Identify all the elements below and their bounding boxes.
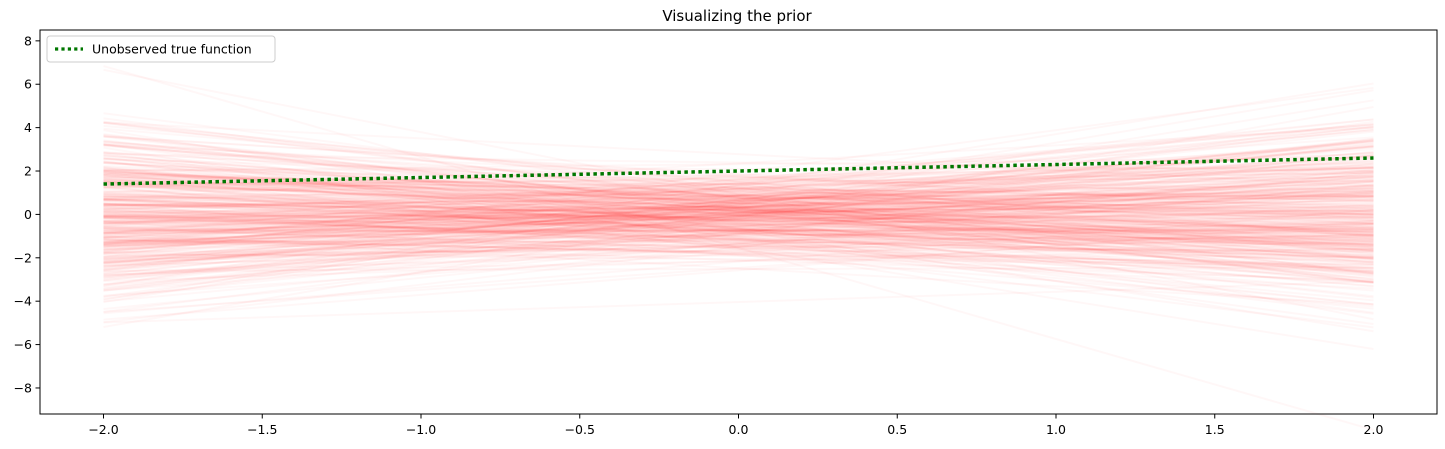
y-tick-label: 2 [24,164,32,179]
chart-title: Visualizing the prior [662,7,812,25]
legend-box [46,35,276,63]
y-tick-label: −4 [14,294,32,309]
x-tick-label: 2.0 [1364,422,1384,437]
true-function-line [103,156,1374,186]
x-tick-label: 1.5 [1205,422,1225,437]
legend: Unobserved true function [46,35,276,63]
x-tick-label: 0.0 [729,422,749,437]
legend-label-true-function: Unobserved true function [92,42,252,57]
y-tick-label: 8 [24,33,32,48]
x-tick-label: 0.5 [887,422,907,437]
prior-samples [104,66,1374,430]
y-tick-label: −8 [14,380,32,395]
x-tick-label: −0.5 [565,422,595,437]
x-tick-label: −1.0 [406,422,436,437]
y-tick-label: −6 [14,337,32,352]
x-tick-label: 1.0 [1046,422,1066,437]
y-tick-label: 0 [24,207,32,222]
y-tick-label: 4 [24,120,32,135]
x-tick-label: −1.5 [247,422,277,437]
x-axis: −2.0 −1.5 −1.0 −0.5 0.0 0.5 1.0 1.5 2.0 [88,414,1383,437]
x-tick-label: −2.0 [88,422,118,437]
true-function [103,156,1374,186]
y-axis: −8 −6 −4 −2 0 2 4 6 8 [14,33,40,395]
y-tick-label: 6 [24,77,32,92]
y-tick-label: −2 [14,250,32,265]
